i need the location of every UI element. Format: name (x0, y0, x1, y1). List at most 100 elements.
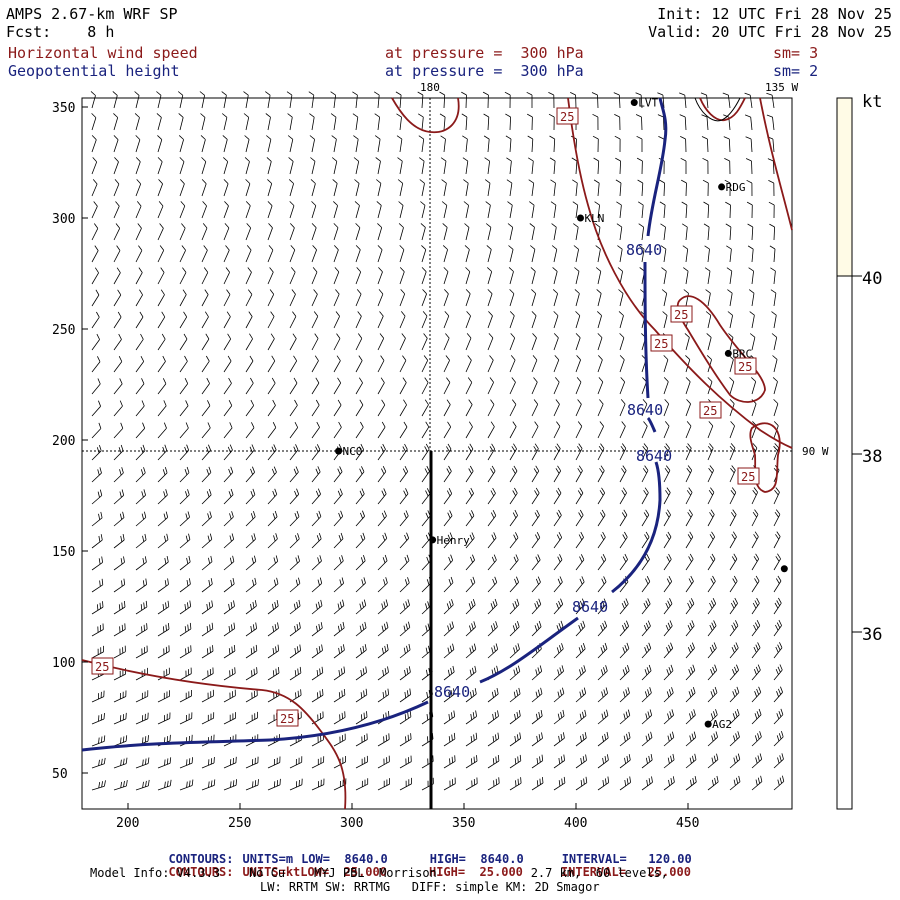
wind-barb (333, 577, 344, 593)
wind-barb (311, 577, 323, 593)
station-marker[interactable] (724, 349, 732, 357)
wind-barb (768, 201, 775, 219)
wind-barb (509, 643, 520, 659)
wind-barb (310, 179, 316, 197)
wind-barb (135, 245, 143, 263)
wind-barb (485, 223, 492, 241)
wind-barb (399, 443, 408, 461)
wind-barb (663, 443, 670, 461)
wind-barb (113, 600, 126, 615)
wind-barb (333, 421, 342, 439)
wind-barb (377, 554, 388, 571)
wind-barb (575, 443, 583, 461)
wind-barb (595, 245, 601, 263)
wind-barb (267, 355, 276, 373)
wind-barb (465, 665, 477, 681)
wind-barb (267, 179, 273, 197)
wind-barb (729, 597, 738, 615)
station-marker[interactable] (630, 99, 638, 107)
wind-barb (91, 645, 104, 659)
model-info: Model Info: V4.3.3 No Cu MYJ PBL Morriso… (90, 866, 668, 880)
wind-barb (178, 113, 184, 131)
wind-barb (597, 399, 604, 417)
wind-barb (465, 421, 473, 439)
wind-barb (157, 623, 170, 637)
wind-barb (619, 465, 627, 483)
wind-barb (113, 223, 121, 241)
wind-barb (113, 201, 120, 219)
wind-barb (267, 223, 273, 241)
wind-barb (267, 667, 280, 681)
wind-barb (157, 289, 165, 307)
wind-barb (395, 91, 402, 109)
wind-barb (641, 443, 649, 461)
colorbar-label-36: 36 (862, 625, 882, 645)
wind-barb (377, 421, 386, 439)
wind-barb (157, 556, 169, 571)
wind-barb (179, 289, 187, 307)
wind-barb (113, 113, 119, 131)
wind-barb (311, 333, 319, 351)
wind-barb (179, 622, 192, 637)
wind-barb (770, 289, 777, 307)
wind-barb (157, 267, 165, 285)
wind-barb (573, 245, 579, 263)
wind-barb (751, 731, 762, 747)
wind-barb (548, 113, 555, 131)
wind-barb (289, 488, 300, 505)
wind-barb (223, 245, 230, 263)
wind-barb (135, 179, 142, 197)
wind-barb (330, 113, 337, 131)
wind-barb (443, 377, 451, 395)
wind-barb (355, 223, 361, 241)
wind-barb (597, 754, 609, 769)
station-marker[interactable] (335, 447, 343, 455)
wind-barb (113, 157, 119, 175)
wind-barb (352, 113, 359, 131)
wind-barb (113, 690, 127, 703)
wind-barb (570, 92, 577, 109)
station-marker[interactable] (429, 536, 437, 544)
wind-barb (179, 466, 190, 483)
wind-barb (399, 311, 406, 329)
speed-label-8: 25 (276, 709, 299, 727)
station-marker[interactable] (576, 214, 584, 222)
station-marker[interactable] (718, 183, 726, 191)
wind-barb (91, 601, 104, 615)
stations[interactable]: LVT RDG KLN BRC NCO Henry AG2 (335, 97, 788, 732)
wind-barb (745, 158, 753, 175)
wind-barb (113, 511, 125, 527)
station-marker[interactable] (704, 720, 712, 728)
wind-barb (704, 267, 711, 285)
wind-barb (311, 245, 317, 263)
wind-barb (619, 531, 628, 549)
wind-barb (355, 333, 363, 351)
wind-barb (702, 179, 709, 197)
wind-barb (377, 289, 384, 307)
wind-barb (597, 421, 604, 439)
wind-barb (421, 311, 428, 329)
wind-barb (201, 267, 209, 285)
wind-barb (113, 444, 124, 461)
wind-barb (179, 511, 190, 527)
wind-barb (179, 533, 191, 549)
wind-barb (443, 532, 453, 549)
wind-barb (508, 267, 514, 285)
wind-barb (245, 355, 254, 373)
wind-barb (135, 623, 148, 637)
wind-barb (399, 289, 406, 307)
wind-barb (377, 267, 383, 285)
wind-barb (597, 487, 606, 505)
wind-barb (531, 532, 541, 549)
wind-barb (421, 421, 430, 439)
wind-barb (575, 311, 581, 329)
wind-barb (592, 113, 599, 131)
svg-text:25: 25 (738, 360, 752, 374)
wind-barb (729, 553, 738, 571)
wind-barb (156, 91, 162, 109)
station-marker[interactable] (780, 565, 788, 573)
wind-barb (487, 465, 496, 483)
wind-barb (311, 223, 317, 241)
wind-barb (641, 687, 652, 703)
